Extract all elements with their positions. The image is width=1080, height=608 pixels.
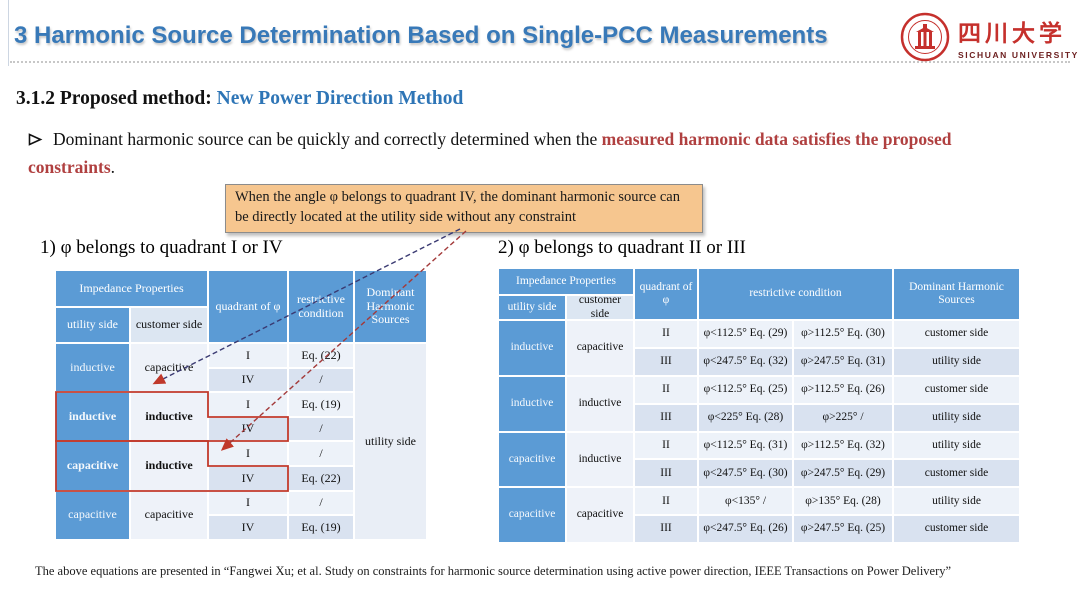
cell-condition: / [288, 416, 354, 442]
university-name-english: SICHUAN UNIVERSITY [958, 50, 1079, 60]
cell-condition-lt: φ<247.5° Eq. (26) [698, 515, 793, 544]
cell-condition: / [288, 490, 354, 516]
cell-quadrant: IV [208, 465, 288, 491]
cell-utility-impedance: inductive [55, 392, 130, 442]
cell-condition-lt: φ<135° / [698, 487, 793, 516]
header-dominant-harmonic-sources: Dominant Harmonic Sources [354, 270, 427, 343]
table-quadrant-II-III: Impedance Properties utility side customer… [498, 268, 1020, 544]
header-impedance-properties: Impedance Properties [498, 268, 634, 295]
cell-quadrant: III [634, 515, 698, 544]
cell-utility-impedance: inductive [55, 343, 130, 393]
header-restrictive-condition: restrictive condition [288, 270, 354, 343]
cell-condition-gt: φ>225° / [793, 403, 893, 432]
cell-customer-impedance: capacitive [130, 490, 208, 540]
cell-dominant: customer side [893, 459, 1020, 488]
cell-dominant-merged: utility side [354, 343, 427, 540]
cell-condition-gt: φ>112.5° Eq. (30) [793, 320, 893, 348]
section-label-2: 2) φ belongs to quadrant II or III [498, 237, 746, 258]
header-utility-side: utility side [55, 307, 130, 343]
cell-quadrant: I [208, 490, 288, 516]
cell-dominant: utility side [893, 487, 1020, 516]
university-logo: 四川大学 SICHUAN UNIVERSITY [900, 12, 1079, 62]
cell-condition-gt: φ>135° Eq. (28) [793, 487, 893, 516]
header-restrictive-condition: restrictive condition [698, 268, 893, 320]
slide-edge-line [8, 0, 9, 66]
cell-dominant: customer side [893, 320, 1020, 348]
cell-dominant: utility side [893, 403, 1020, 432]
cell-condition-lt: φ<247.5° Eq. (30) [698, 459, 793, 488]
cell-quadrant: II [634, 320, 698, 348]
cell-customer-impedance: capacitive [130, 343, 208, 393]
cell-quadrant: I [208, 441, 288, 466]
citation-footer: The above equations are presented in “Fa… [35, 564, 952, 578]
cell-condition-lt: φ<247.5° Eq. (32) [698, 347, 793, 376]
cell-quadrant: II [634, 375, 698, 404]
table-quadrant-I-IV: Impedance Properties utility side customer… [55, 270, 427, 540]
bullet-text: Dominant harmonic source can be quickly … [53, 129, 602, 149]
cell-utility-impedance: capacitive [55, 441, 130, 491]
cell-condition-gt: φ>112.5° Eq. (32) [793, 431, 893, 460]
cell-condition-gt: φ>247.5° Eq. (31) [793, 347, 893, 376]
cell-condition-gt: φ>112.5° Eq. (26) [793, 375, 893, 404]
cell-quadrant: III [634, 403, 698, 432]
cell-condition: / [288, 367, 354, 393]
university-name-chinese: 四川大学 [958, 21, 1066, 46]
cell-customer-impedance: inductive [566, 431, 634, 488]
cell-customer-impedance: capacitive [566, 320, 634, 376]
page-title: 3 Harmonic Source Determination Based on… [14, 22, 828, 49]
cell-customer-impedance: inductive [566, 375, 634, 432]
cell-condition-gt: φ>247.5° Eq. (29) [793, 459, 893, 488]
cell-condition-lt: φ<112.5° Eq. (29) [698, 320, 793, 348]
cell-dominant: utility side [893, 347, 1020, 376]
subtitle-prefix: 3.1.2 Proposed method: [16, 88, 217, 109]
cell-utility-impedance: capacitive [498, 487, 566, 544]
cell-customer-impedance: inductive [130, 441, 208, 491]
cell-quadrant: IV [208, 515, 288, 540]
title-divider [10, 61, 1070, 63]
cell-quadrant: III [634, 347, 698, 376]
section-label-1: 1) φ belongs to quadrant I or IV [40, 237, 283, 258]
subtitle: 3.1.2 Proposed method: New Power Directi… [16, 88, 463, 110]
sichuan-university-seal-icon [900, 12, 950, 62]
cell-utility-impedance: inductive [498, 375, 566, 432]
cell-condition-gt: φ>247.5° Eq. (25) [793, 515, 893, 544]
callout-note: When the angle φ belongs to quadrant IV,… [225, 184, 703, 233]
cell-utility-impedance: capacitive [498, 431, 566, 488]
cell-dominant: utility side [893, 431, 1020, 460]
header-quadrant-of-phi: quadrant of φ [208, 270, 288, 343]
cell-quadrant: IV [208, 367, 288, 393]
subtitle-method: New Power Direction Method [216, 88, 464, 109]
cell-quadrant: III [634, 459, 698, 488]
cell-quadrant: I [208, 392, 288, 417]
cell-condition: / [288, 441, 354, 466]
cell-customer-impedance: capacitive [566, 487, 634, 544]
arrowhead-bullet-icon [28, 127, 43, 154]
header-utility-side: utility side [498, 295, 566, 320]
header-dominant-harmonic-sources: Dominant Harmonic Sources [893, 268, 1020, 320]
cell-quadrant: II [634, 431, 698, 460]
cell-condition: Eq. (19) [288, 392, 354, 417]
header-quadrant-of-phi: quadrant of φ [634, 268, 698, 320]
header-impedance-properties: Impedance Properties [55, 270, 208, 307]
cell-condition-lt: φ<112.5° Eq. (31) [698, 431, 793, 460]
cell-quadrant: II [634, 487, 698, 516]
cell-quadrant: IV [208, 416, 288, 442]
cell-utility-impedance: capacitive [55, 490, 130, 540]
cell-quadrant: I [208, 343, 288, 368]
cell-utility-impedance: inductive [498, 320, 566, 376]
cell-condition: Eq. (22) [288, 465, 354, 491]
cell-customer-impedance: inductive [130, 392, 208, 442]
cell-condition-lt: φ<112.5° Eq. (25) [698, 375, 793, 404]
cell-condition: Eq. (19) [288, 515, 354, 540]
cell-dominant: customer side [893, 375, 1020, 404]
header-customer-side: customer side [130, 307, 208, 343]
cell-dominant: customer side [893, 515, 1020, 544]
header-customer-side: customer side [566, 295, 634, 320]
cell-condition-lt: φ<225° Eq. (28) [698, 403, 793, 432]
bullet-paragraph: Dominant harmonic source can be quickly … [28, 127, 952, 177]
cell-condition: Eq. (22) [288, 343, 354, 368]
bullet-text-red: measured harmonic data satisfies the pro… [28, 129, 952, 177]
